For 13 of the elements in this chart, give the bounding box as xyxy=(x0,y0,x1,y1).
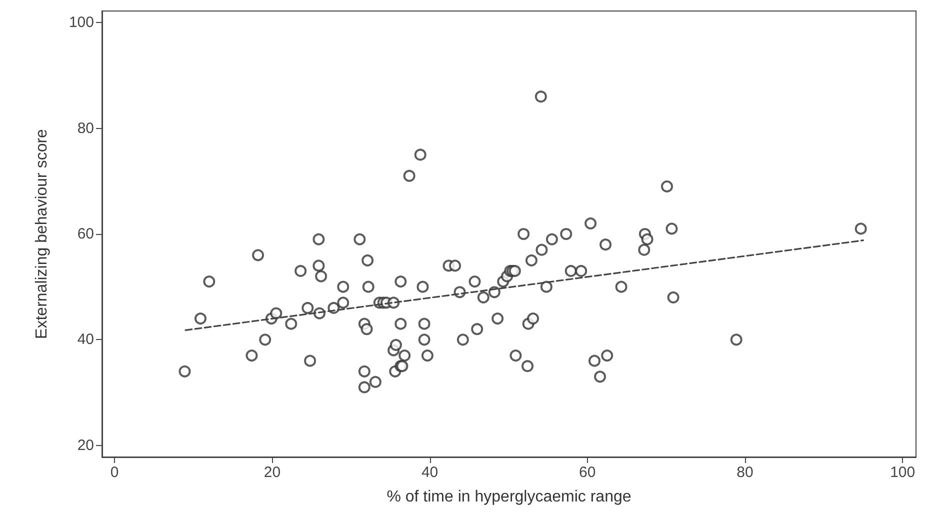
x-tick-label: 60 xyxy=(579,464,596,481)
y-tick-label: 60 xyxy=(77,226,94,242)
x-tick-label: 40 xyxy=(421,464,438,481)
x-tick-label: 20 xyxy=(264,464,281,481)
y-tick-label: 20 xyxy=(77,436,94,454)
x-tick-label: 80 xyxy=(736,464,754,481)
y-tick-label: 80 xyxy=(77,120,94,137)
x-tick-label: 100 xyxy=(890,464,916,481)
y-tick-label: 40 xyxy=(77,331,94,348)
y-axis-title: Externalizing behaviour score xyxy=(34,128,50,339)
y-tick-label: 100 xyxy=(68,14,94,32)
x-tick-label: 0 xyxy=(110,464,119,481)
x-axis-title: % of time in hyperglycaemic range xyxy=(386,488,632,506)
